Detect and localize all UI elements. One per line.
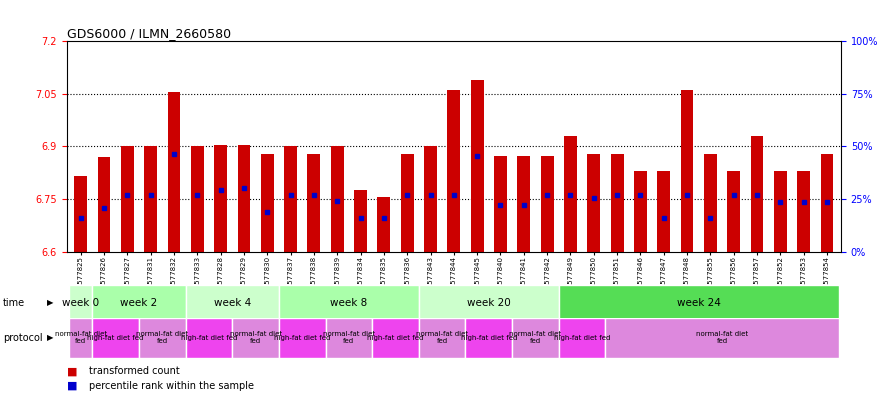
Bar	[69, 285, 92, 320]
Text: ▶: ▶	[47, 298, 53, 307]
Bar	[325, 318, 372, 358]
Bar	[144, 146, 157, 252]
Bar	[191, 146, 204, 252]
Bar	[821, 154, 833, 252]
Bar	[214, 145, 227, 252]
Text: normal-fat diet
fed: normal-fat diet fed	[54, 331, 107, 345]
Text: ■: ■	[67, 366, 77, 376]
Text: high-fat diet fed: high-fat diet fed	[87, 335, 144, 341]
Text: high-fat diet fed: high-fat diet fed	[367, 335, 424, 341]
Bar	[588, 154, 600, 252]
Bar	[750, 136, 764, 252]
Bar	[419, 318, 466, 358]
Text: percentile rank within the sample: percentile rank within the sample	[89, 381, 254, 391]
Text: high-fat diet fed: high-fat diet fed	[274, 335, 331, 341]
Bar	[704, 154, 717, 252]
Bar	[331, 146, 344, 252]
Bar	[797, 171, 810, 252]
Bar	[681, 90, 693, 252]
Text: week 2: week 2	[120, 298, 157, 308]
Bar	[92, 285, 186, 320]
Bar	[75, 176, 87, 252]
Bar	[517, 156, 530, 252]
Bar	[466, 318, 512, 358]
Text: high-fat diet fed: high-fat diet fed	[180, 335, 237, 341]
Text: ▶: ▶	[47, 334, 53, 342]
Bar	[237, 145, 251, 252]
Text: high-fat diet fed: high-fat diet fed	[461, 335, 517, 341]
Bar	[378, 197, 390, 252]
Text: week 20: week 20	[467, 298, 510, 308]
Bar	[232, 318, 279, 358]
Text: normal-fat diet
fed: normal-fat diet fed	[229, 331, 282, 345]
Bar	[657, 171, 670, 252]
Bar	[559, 285, 838, 320]
Bar	[634, 171, 647, 252]
Text: ■: ■	[67, 381, 77, 391]
Bar	[447, 90, 461, 252]
Bar	[121, 146, 133, 252]
Bar	[139, 318, 186, 358]
Text: normal-fat diet
fed: normal-fat diet fed	[136, 331, 188, 345]
Bar	[401, 154, 413, 252]
Bar	[494, 156, 507, 252]
Bar	[354, 190, 367, 252]
Bar	[284, 146, 297, 252]
Bar	[260, 154, 274, 252]
Text: protocol: protocol	[3, 333, 43, 343]
Text: high-fat diet fed: high-fat diet fed	[554, 335, 610, 341]
Text: week 24: week 24	[677, 298, 721, 308]
Bar	[605, 318, 838, 358]
Bar	[92, 318, 139, 358]
Bar	[186, 318, 232, 358]
Bar	[372, 318, 419, 358]
Text: week 0: week 0	[62, 298, 100, 308]
Text: normal-fat diet
fed: normal-fat diet fed	[509, 331, 562, 345]
Bar	[559, 318, 605, 358]
Bar	[541, 156, 554, 252]
Text: normal-fat diet
fed: normal-fat diet fed	[696, 331, 749, 345]
Text: week 4: week 4	[213, 298, 251, 308]
Bar	[186, 285, 279, 320]
Bar	[98, 157, 110, 252]
Bar	[564, 136, 577, 252]
Bar	[308, 154, 320, 252]
Bar	[279, 318, 325, 358]
Text: GDS6000 / ILMN_2660580: GDS6000 / ILMN_2660580	[67, 27, 231, 40]
Text: transformed count: transformed count	[89, 366, 180, 376]
Bar	[512, 318, 559, 358]
Bar	[727, 171, 741, 252]
Bar	[424, 146, 436, 252]
Text: normal-fat diet
fed: normal-fat diet fed	[323, 331, 375, 345]
Bar	[419, 285, 559, 320]
Text: week 8: week 8	[330, 298, 367, 308]
Bar	[471, 80, 484, 252]
Bar	[279, 285, 419, 320]
Text: normal-fat diet
fed: normal-fat diet fed	[416, 331, 469, 345]
Bar	[167, 92, 180, 252]
Bar	[774, 171, 787, 252]
Bar	[69, 318, 92, 358]
Text: time: time	[3, 298, 25, 308]
Bar	[611, 154, 623, 252]
